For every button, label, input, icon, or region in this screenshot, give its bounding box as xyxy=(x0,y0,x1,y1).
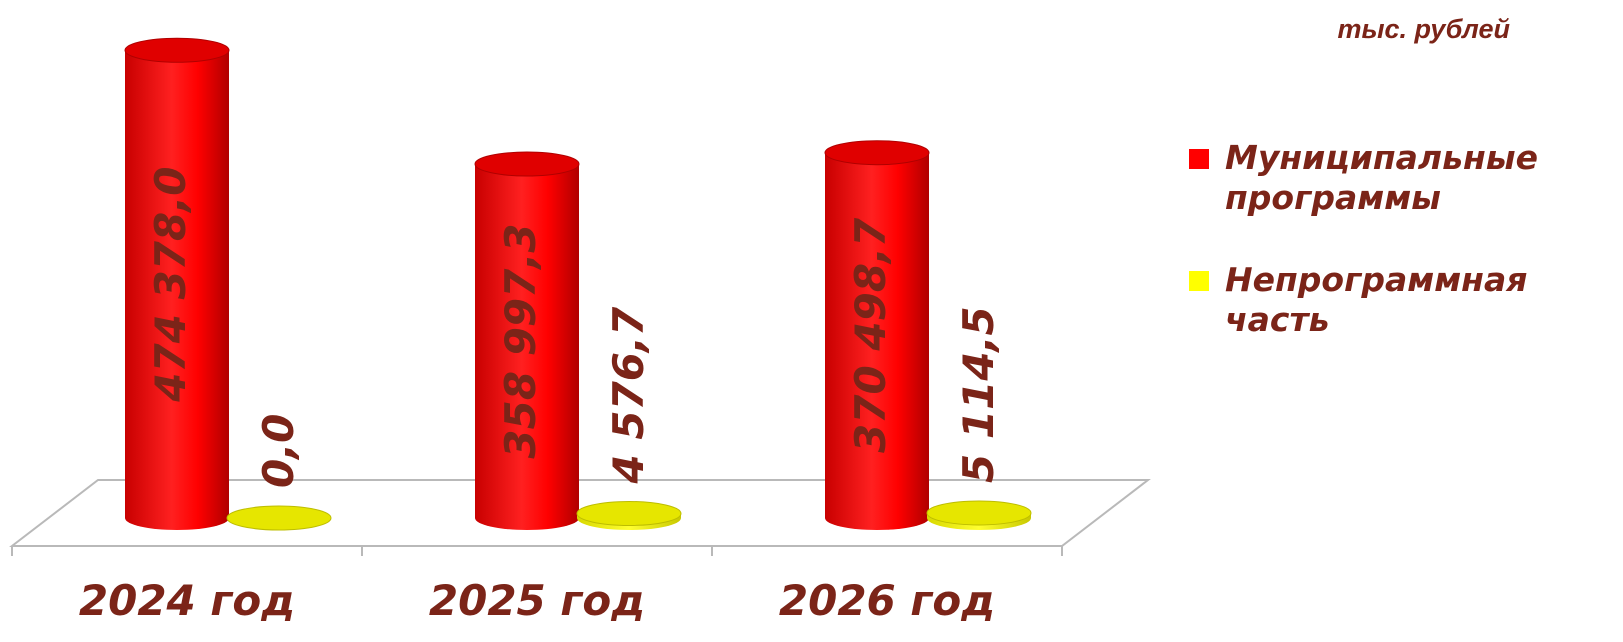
data-label: 474 378,0 xyxy=(146,167,195,403)
legend-swatch-non-program xyxy=(1189,271,1209,291)
data-label: 358 997,3 xyxy=(496,223,545,458)
bar-non-program-cap xyxy=(926,500,1032,526)
data-label: 0,0 xyxy=(254,414,303,488)
data-label: 370 498,7 xyxy=(846,217,895,453)
data-label: 5 114,5 xyxy=(954,306,1003,483)
x-tick-label: 2024 год xyxy=(79,576,295,625)
unit-label: тыс. рублей xyxy=(1337,14,1510,44)
legend-label-non-program: Непрограммная часть xyxy=(1225,260,1528,339)
data-label: 4 576,7 xyxy=(604,306,653,484)
bar-programs xyxy=(825,152,929,530)
bar-non-program-cap xyxy=(226,505,332,531)
x-tick-label: 2026 год xyxy=(779,576,995,625)
chart-bars: 474 378,0 0,0 358 997,3 4 576,7 370 498,7 5 1… xyxy=(124,37,1032,531)
legend: Муниципальные программы Непрограммная ча… xyxy=(1185,138,1615,382)
bar-programs xyxy=(125,50,229,530)
bar-programs-cap xyxy=(124,37,230,63)
legend-item-programs: Муниципальные программы xyxy=(1185,138,1615,218)
bar-non-program-cap xyxy=(576,500,682,526)
bar-programs xyxy=(475,164,579,530)
x-tick-labels: 2024 год 2025 год 2026 год xyxy=(79,576,995,625)
legend-item-non-program: Непрограммная часть xyxy=(1185,260,1615,340)
bar-programs-cap xyxy=(824,140,930,166)
legend-label-programs: Муниципальные программы xyxy=(1225,138,1538,217)
x-tick-label: 2025 год xyxy=(429,576,645,625)
legend-swatch-programs xyxy=(1189,149,1209,169)
bar-programs-cap xyxy=(474,151,580,177)
